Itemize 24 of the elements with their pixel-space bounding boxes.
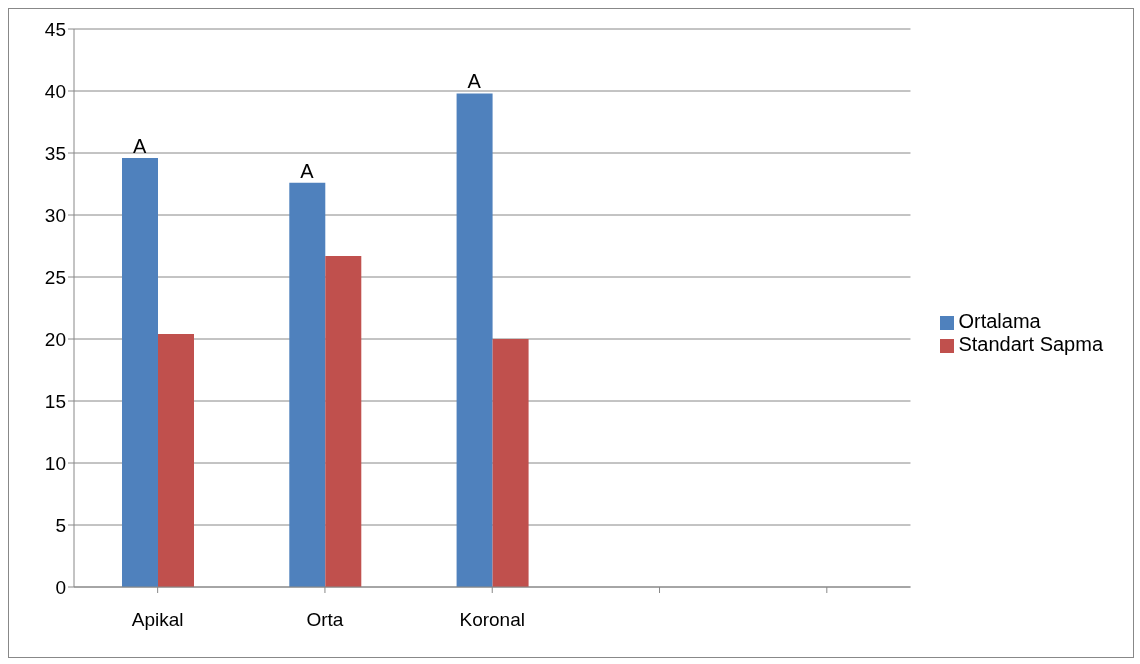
bar (456, 93, 493, 587)
bar (158, 334, 194, 587)
annotation: A (467, 70, 482, 93)
y-tick-label: 30 (44, 204, 66, 226)
y-tick-label: 40 (44, 80, 66, 102)
bar (122, 157, 158, 587)
annotation: A (132, 134, 147, 157)
legend-label: Standart Sapma (958, 333, 1103, 355)
x-tick-label: Apikal (131, 609, 184, 631)
x-tick-label: Orta (306, 609, 344, 631)
bar (325, 255, 362, 587)
y-tick-label: 20 (44, 328, 66, 350)
y-tick-label: 15 (44, 390, 66, 412)
x-tick-label: Koronal (459, 609, 525, 631)
bar (289, 182, 326, 587)
legend-label: Ortalama (958, 310, 1041, 332)
y-tick-label: 10 (44, 452, 66, 474)
y-tick-label: 0 (55, 576, 66, 598)
bar (492, 339, 529, 587)
y-tick-label: 45 (44, 18, 66, 40)
y-tick-label: 5 (55, 514, 66, 536)
annotation: A (300, 159, 315, 182)
y-tick-label: 35 (44, 142, 66, 164)
y-tick-label: 25 (44, 266, 66, 288)
